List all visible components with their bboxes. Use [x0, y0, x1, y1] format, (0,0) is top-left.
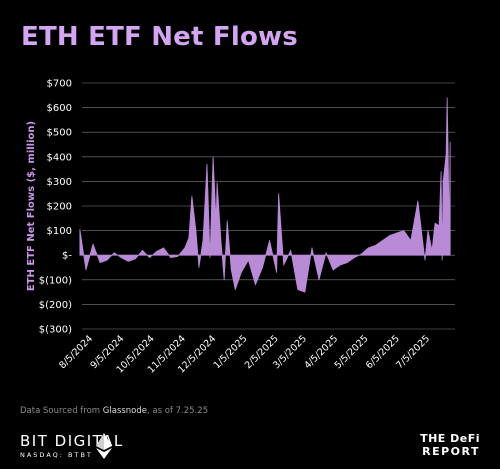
- y-tick-label: $400: [47, 152, 72, 163]
- y-tick-label: $100: [47, 226, 72, 237]
- brand-right-line2: REPORT: [422, 445, 480, 458]
- x-axis-ticks: 8/5/20249/5/202410/5/202411/5/202412/5/2…: [57, 333, 432, 375]
- y-tick-label: $(100): [39, 275, 72, 286]
- y-tick-label: $300: [47, 177, 72, 188]
- series-area: [79, 97, 451, 293]
- gridlines: [82, 82, 455, 330]
- y-tick-label: $600: [47, 103, 72, 114]
- y-tick-label: $500: [47, 128, 72, 139]
- source-note: Data Sourced from Glassnode, as of 7.25.…: [20, 406, 209, 416]
- y-tick-label: $(200): [39, 300, 72, 311]
- brand-right-line1: THE DeFi: [420, 432, 480, 445]
- y-tick-label: $(300): [39, 325, 72, 336]
- defi-report-logo: THE DeFi REPORT: [420, 432, 480, 458]
- y-axis-ticks: $700 $600 $500 $400 $300 $200 $100 $- $(100) $(20…: [39, 79, 73, 336]
- chart-title: ETH ETF Net Flows: [21, 22, 298, 52]
- y-tick-label: $700: [47, 79, 72, 90]
- y-axis-label: ETH ETF Net Flows ($, million): [26, 121, 37, 291]
- y-tick-label: $200: [47, 202, 72, 213]
- y-tick-label: $-: [62, 251, 72, 262]
- x-tick-label: 7/5/2025: [394, 333, 432, 371]
- source-name: Glassnode: [102, 406, 148, 416]
- ethereum-icon: [96, 433, 112, 459]
- series-area-path: [79, 97, 451, 293]
- brand-ticker: NASDAQ: BTBT: [20, 451, 93, 459]
